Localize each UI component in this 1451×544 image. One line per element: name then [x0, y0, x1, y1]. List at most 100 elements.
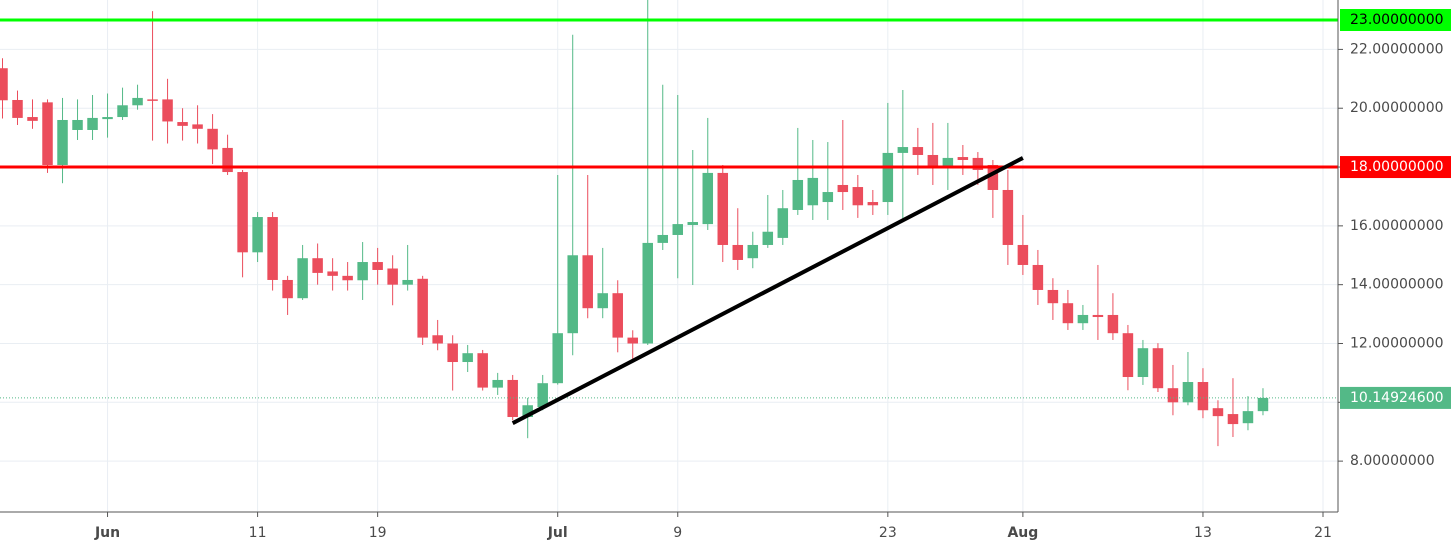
candle-body	[582, 255, 593, 309]
candle-body	[327, 271, 338, 276]
candle-body	[627, 337, 638, 344]
candle-body	[1212, 408, 1224, 417]
candle-body	[1257, 397, 1269, 412]
candle-body	[927, 154, 939, 168]
price-badge	[1340, 156, 1451, 179]
candle-body	[432, 335, 443, 344]
candle-body	[882, 152, 894, 203]
price-badge	[1340, 386, 1451, 409]
y-tick-label: 12.00000000	[1350, 335, 1444, 351]
candle-body	[687, 222, 699, 225]
x-tick-label: 21	[1314, 525, 1332, 541]
candle-body	[762, 231, 774, 245]
candle-body	[117, 105, 128, 118]
candle-body	[477, 353, 488, 388]
candle-body	[252, 217, 263, 253]
candle-body	[357, 262, 368, 281]
candle-body	[912, 147, 924, 155]
candle-body	[312, 258, 323, 273]
candle-body	[642, 242, 653, 344]
price-badge-label: 10.14924600	[1350, 390, 1444, 406]
price-badge-label: 18.00000000	[1350, 159, 1444, 175]
candle-body	[72, 119, 83, 130]
candle-body	[777, 208, 789, 238]
x-tick-label: 11	[249, 525, 267, 541]
candle-body	[1092, 314, 1104, 318]
candle-body	[972, 157, 984, 170]
candle-body	[597, 293, 608, 309]
candle-body	[462, 353, 473, 363]
candle-body	[1197, 382, 1209, 411]
candle-body	[1107, 314, 1119, 334]
candle-body	[207, 128, 218, 150]
candle-body	[387, 268, 398, 285]
candle-body	[27, 117, 38, 121]
price-badge	[1340, 8, 1451, 31]
candle-body	[552, 333, 563, 384]
candle-body	[372, 262, 383, 270]
x-tick-label: 13	[1194, 525, 1212, 541]
candle-body	[1017, 244, 1029, 265]
x-tick-label: Aug	[1007, 525, 1038, 541]
plot	[0, 0, 1338, 512]
y-tick-label: 8.00000000	[1350, 453, 1435, 469]
candle-body	[702, 172, 714, 225]
candle-body	[837, 184, 849, 193]
candle-body	[417, 278, 428, 338]
candle-body	[957, 157, 969, 160]
candle-body	[867, 202, 879, 206]
candle-body	[522, 405, 533, 418]
x-tick-label: 19	[369, 525, 387, 541]
candle-body	[567, 255, 578, 334]
candle-body	[657, 234, 668, 243]
candle-body	[807, 177, 819, 206]
candle-body	[267, 217, 278, 280]
candle-body	[1122, 333, 1134, 378]
trendline	[511, 156, 1024, 425]
x-tick-label: Jul	[547, 525, 568, 541]
candle-body	[42, 102, 53, 165]
y-tick-label: 20.00000000	[1350, 100, 1444, 116]
candle-body	[492, 379, 503, 388]
candle-body	[1152, 348, 1164, 389]
candle-body	[57, 119, 68, 165]
y-tick-label: 14.00000000	[1350, 277, 1444, 293]
candle-body	[1137, 348, 1149, 378]
y-tick-label: 22.00000000	[1350, 41, 1444, 57]
candle-body	[192, 124, 203, 129]
candle-body	[222, 147, 233, 173]
candle-body	[1242, 411, 1254, 424]
candle-body	[282, 279, 293, 299]
candle-body	[237, 172, 248, 253]
candle-body	[1032, 264, 1044, 290]
candle-body	[0, 68, 8, 101]
x-tick-label: 9	[673, 525, 682, 541]
candle-body	[87, 117, 98, 130]
candle-body	[987, 164, 999, 190]
candle-body	[507, 379, 518, 418]
candle-body	[12, 99, 23, 118]
candle-body	[297, 258, 308, 299]
candle-body	[1227, 414, 1239, 425]
candle-body	[897, 147, 909, 153]
x-tick-label: Jun	[94, 525, 120, 541]
candle-body	[612, 293, 623, 338]
candle-body	[102, 117, 113, 120]
candle-body	[942, 157, 954, 168]
candle-body	[177, 122, 188, 126]
candle-body	[747, 244, 759, 259]
candle-body	[537, 383, 548, 408]
candle-body	[717, 172, 729, 245]
candle-body	[447, 343, 458, 363]
candle-body	[162, 99, 173, 122]
candle-body	[852, 187, 864, 206]
candle-body	[147, 99, 158, 101]
candle-body	[1002, 189, 1014, 245]
candle-body	[672, 224, 684, 235]
candle-body	[822, 192, 834, 203]
candle-body	[792, 179, 804, 210]
candle-body	[1167, 388, 1179, 403]
y-tick-label: 16.00000000	[1350, 218, 1444, 234]
candle-body	[1047, 289, 1059, 304]
